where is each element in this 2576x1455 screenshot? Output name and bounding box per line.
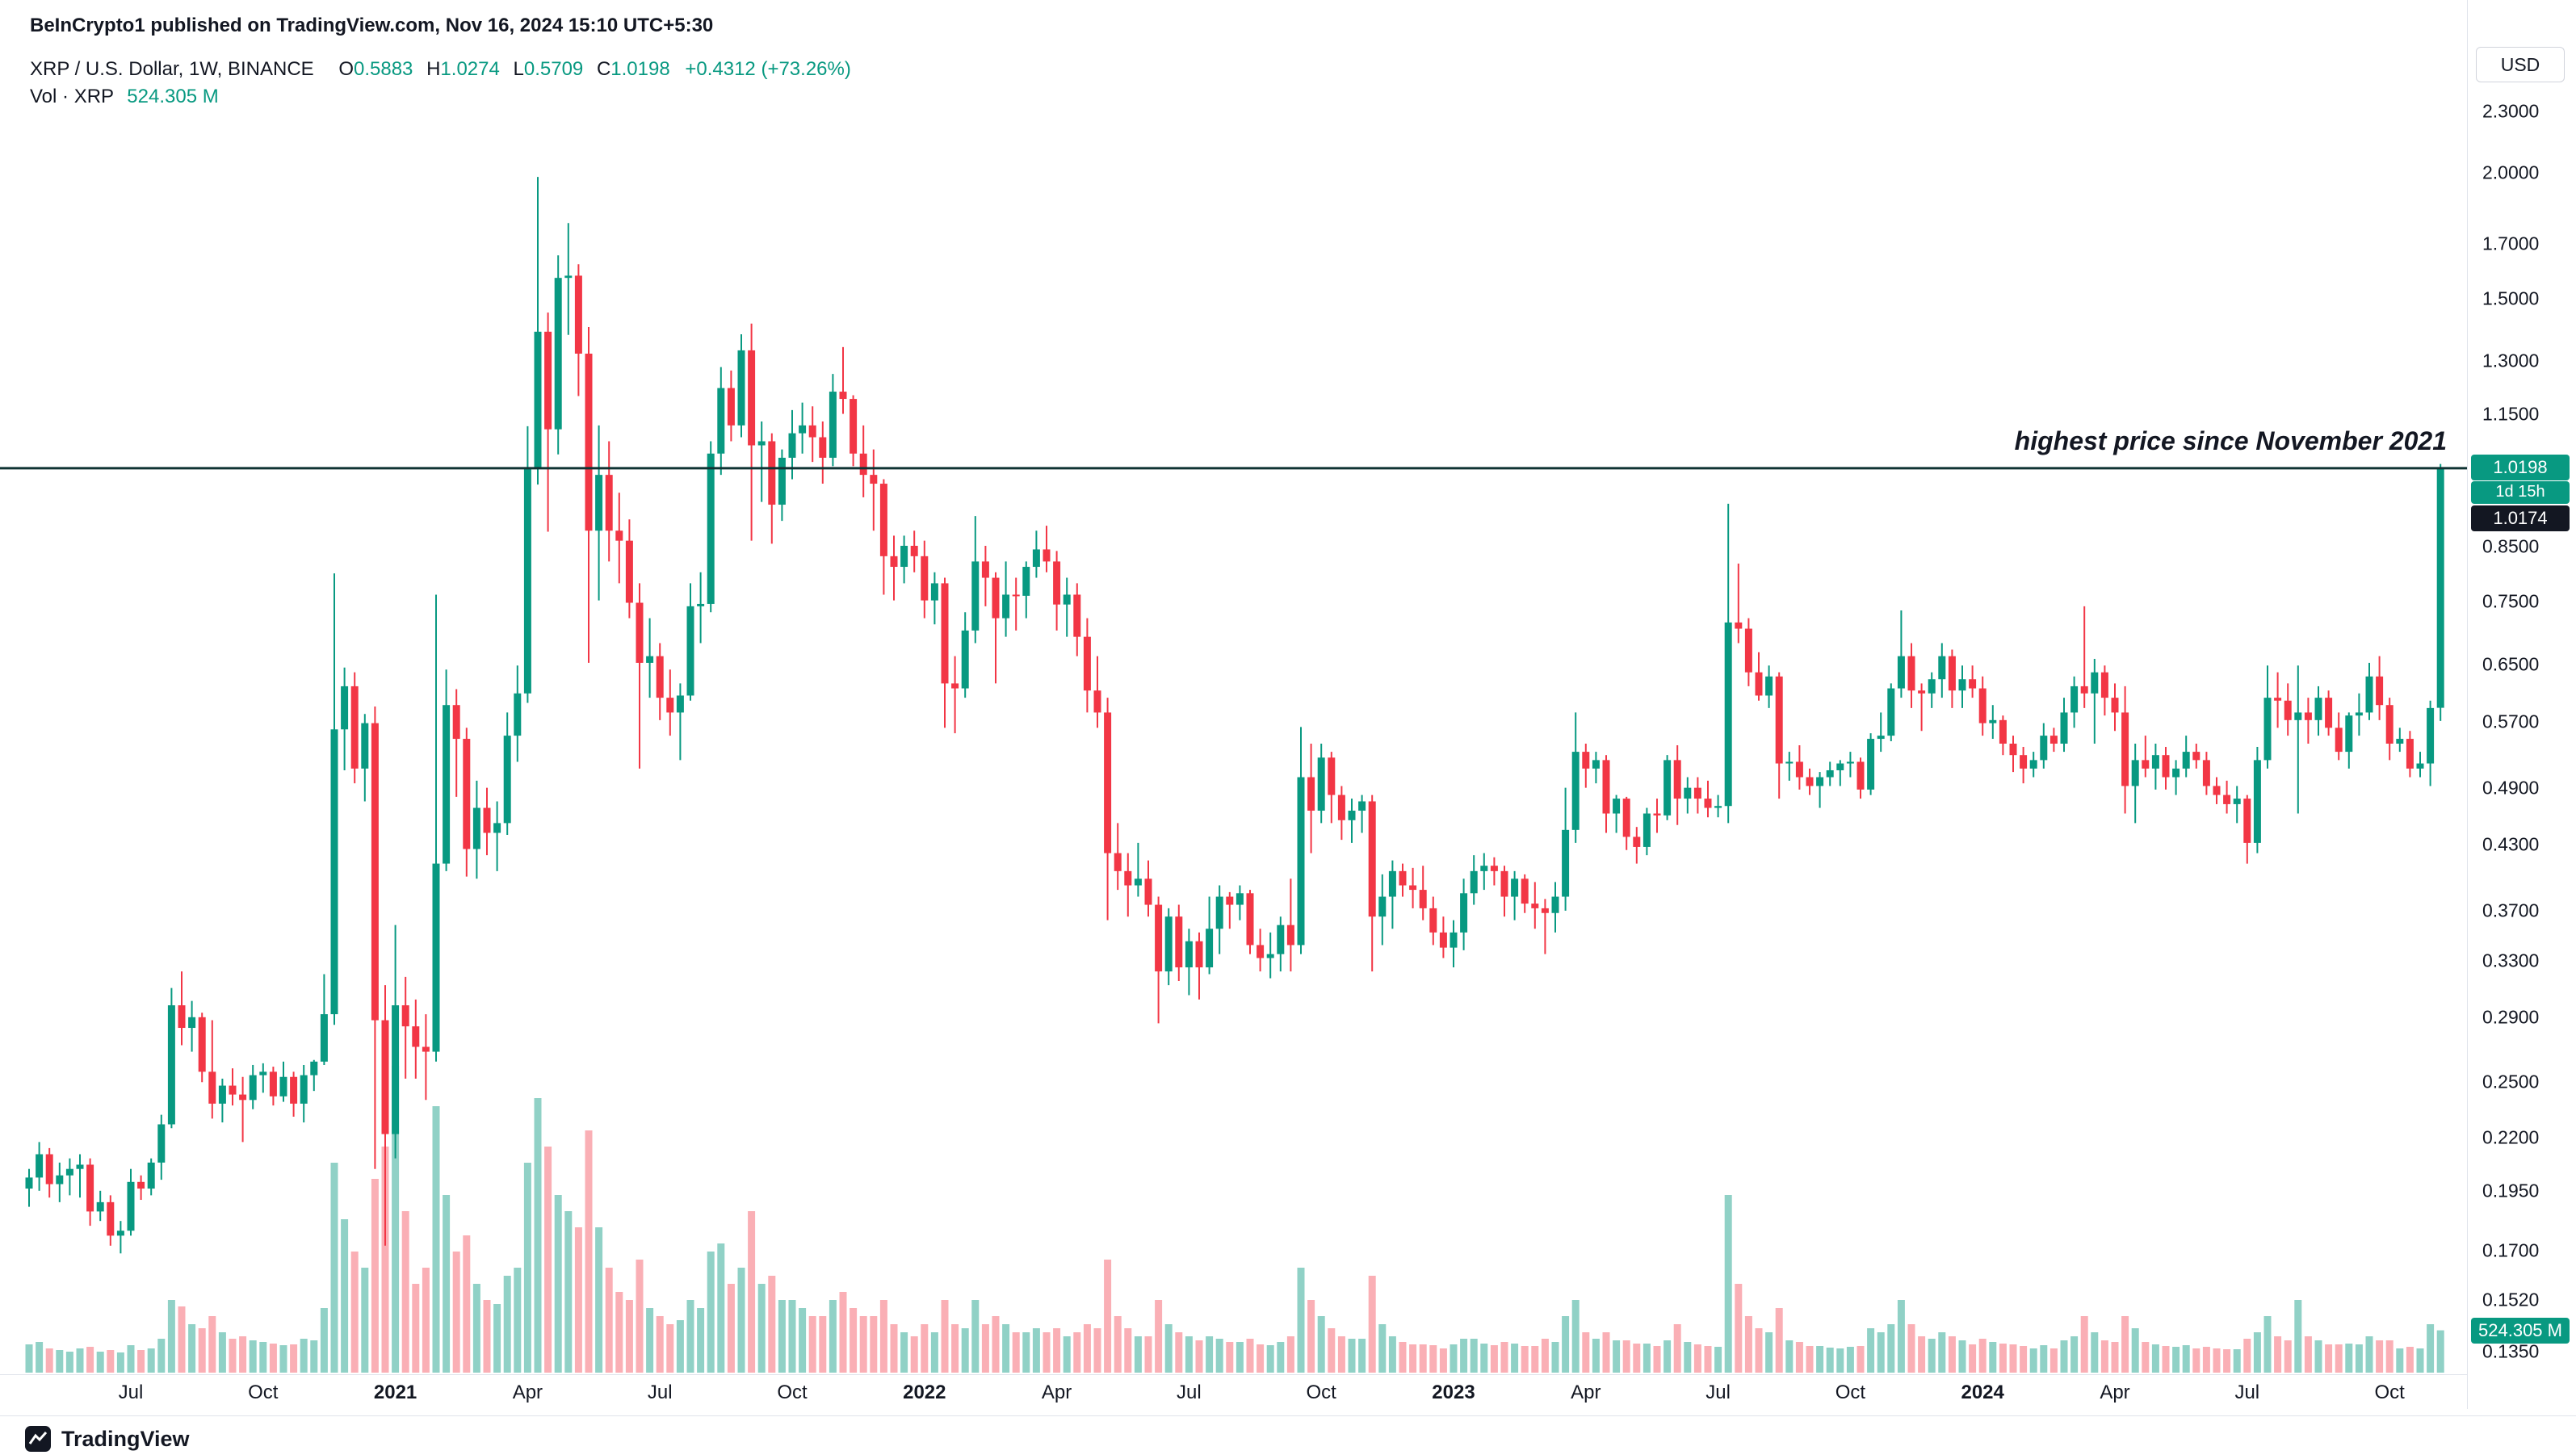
- price-tick-label: 2.3000: [2482, 100, 2540, 122]
- price-tick-label: 0.2500: [2482, 1071, 2540, 1092]
- footer-bar: TradingView: [24, 1423, 190, 1455]
- open-value: 0.5883: [354, 58, 413, 80]
- time-tick-label: Jul: [2234, 1382, 2260, 1403]
- candlestick-chart[interactable]: [0, 0, 2467, 1409]
- price-tick-label: 0.5700: [2482, 711, 2540, 732]
- price-tick-label: 0.7500: [2482, 590, 2540, 612]
- time-tick-label: Oct: [2374, 1382, 2405, 1403]
- footer-separator: [0, 1415, 2576, 1416]
- tradingview-logo-icon: [25, 1426, 51, 1452]
- price-tick-label: 0.3300: [2482, 950, 2540, 971]
- time-tick-label: Jul: [647, 1382, 673, 1403]
- time-tick-label: Apr: [1571, 1382, 1601, 1403]
- close-label: C: [596, 58, 611, 80]
- time-tick-label: 2021: [373, 1382, 417, 1403]
- price-tick-label: 1.7000: [2482, 233, 2540, 254]
- time-tick-label: Oct: [1306, 1382, 1336, 1403]
- highest-price-annotation: highest price since November 2021: [2014, 426, 2447, 455]
- symbol-title[interactable]: XRP / U.S. Dollar, 1W, BINANCE: [30, 58, 314, 80]
- price-tick-label: 2.0000: [2482, 161, 2540, 183]
- time-tick-label: Apr: [512, 1382, 543, 1403]
- price-tick-label: 0.1700: [2482, 1239, 2540, 1261]
- price-tick-label: 0.3700: [2482, 899, 2540, 921]
- price-tick-label: 1.5000: [2482, 287, 2540, 309]
- symbol-legend: XRP / U.S. Dollar, 1W, BINANCE O0.5883 H…: [30, 58, 851, 81]
- time-tick-label: Jul: [1705, 1382, 1731, 1403]
- time-tick-label: Apr: [2100, 1382, 2130, 1403]
- bar-countdown-badge: 1d 15h: [2471, 480, 2570, 504]
- time-tick-label: Jul: [1177, 1382, 1202, 1403]
- time-tick-label: Jul: [118, 1382, 144, 1403]
- volume-label: Vol · XRP: [30, 86, 114, 107]
- time-tick-label: 2023: [1432, 1382, 1475, 1403]
- high-label: H: [426, 58, 441, 80]
- price-tick-label: 0.2900: [2482, 1006, 2540, 1028]
- open-label: O: [338, 58, 354, 80]
- price-tick-label: 0.2200: [2482, 1126, 2540, 1148]
- price-tick-label: 0.1350: [2482, 1340, 2540, 1362]
- price-tick-label: 0.8500: [2482, 535, 2540, 557]
- time-tick-label: 2024: [1961, 1382, 2004, 1403]
- price-tick-label: 0.1520: [2482, 1289, 2540, 1310]
- currency-toggle[interactable]: USD: [2476, 47, 2565, 82]
- volume-value: 524.305 M: [127, 86, 219, 107]
- time-tick-label: Oct: [777, 1382, 808, 1403]
- high-value: 1.0274: [440, 58, 500, 80]
- price-tick-label: 1.3000: [2482, 350, 2540, 371]
- price-tick-label: 0.6500: [2482, 653, 2540, 675]
- time-tick-label: Oct: [1835, 1382, 1866, 1403]
- price-tick-label: 0.1950: [2482, 1180, 2540, 1201]
- price-axis[interactable]: USD 2.3000 2.0000 1.7000 1.5000 1.3000 1.1500…: [2468, 0, 2576, 1409]
- price-axis-border: [2467, 0, 2468, 1409]
- low-label: L: [513, 58, 524, 80]
- close-value: 1.0198: [610, 58, 670, 80]
- volume-badge: 524.305 M: [2471, 1317, 2570, 1344]
- candles-layer: [25, 177, 2444, 1254]
- time-tick-label: Apr: [1041, 1382, 1072, 1403]
- time-axis-border: [0, 1374, 2576, 1375]
- time-tick-label: 2022: [903, 1382, 946, 1403]
- volume-legend: Vol · XRP 524.305 M: [30, 86, 219, 108]
- change-value: +0.4312 (+73.26%): [685, 58, 851, 80]
- published-line: BeInCrypto1 published on TradingView.com…: [30, 15, 714, 36]
- price-tick-label: 0.4900: [2482, 777, 2540, 799]
- price-tick-label: 0.4300: [2482, 833, 2540, 855]
- last-price-badge: 1.0198: [2471, 454, 2570, 480]
- line-price-badge: 1.0174: [2471, 505, 2570, 531]
- price-tick-label: 1.1500: [2482, 403, 2540, 425]
- tradingview-brand[interactable]: TradingView: [61, 1426, 190, 1451]
- low-value: 0.5709: [523, 58, 584, 80]
- chart-area[interactable]: [0, 0, 2467, 1409]
- volume-layer: [25, 1066, 2444, 1373]
- time-axis[interactable]: Jul Oct 2021 Apr Jul Oct 2022 Apr Jul Oct 2023 Apr J…: [0, 1375, 2576, 1414]
- time-tick-label: Oct: [248, 1382, 279, 1403]
